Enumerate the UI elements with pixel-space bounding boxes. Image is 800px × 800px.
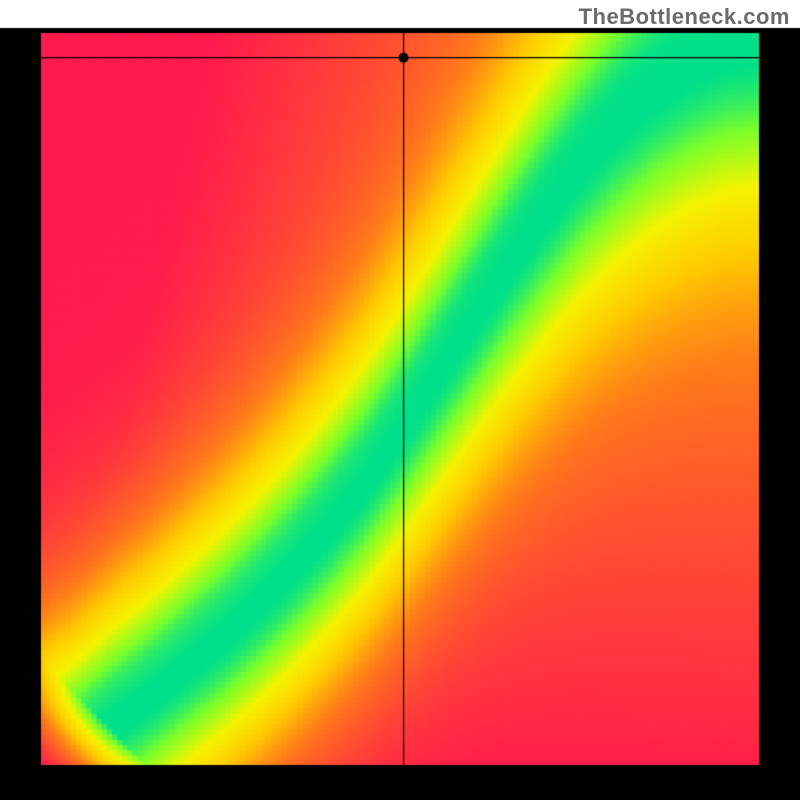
bottleneck-heatmap [0,0,800,800]
watermark-label: TheBottleneck.com [579,4,790,30]
